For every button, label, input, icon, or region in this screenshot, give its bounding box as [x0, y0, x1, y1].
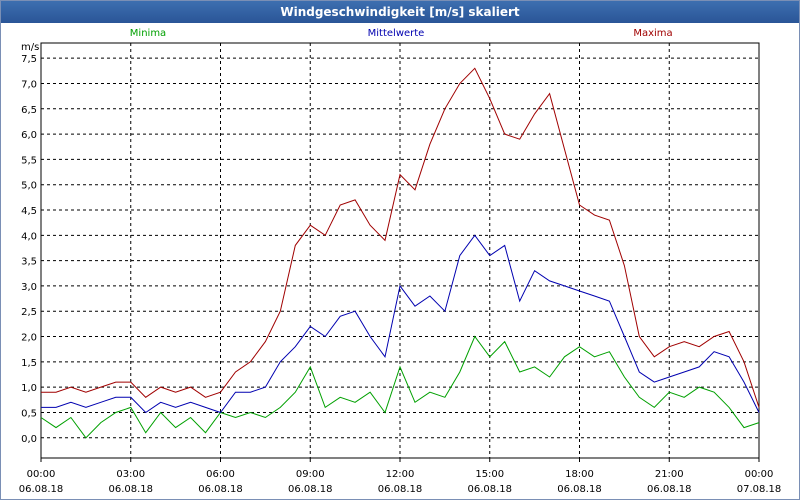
legend-min: Minima: [130, 28, 166, 39]
series-line-max: [41, 67, 760, 408]
series-line-mean: [41, 234, 760, 414]
x-tick-date: 07.08.18: [737, 484, 782, 495]
y-axis-labels: m/s 0,0 0,5 1,0 1,5 2,0 2,5 3,0 3,5 4,0 4,5 5,0 5,5 6…: [21, 42, 39, 445]
y-tick-label: 1,5: [21, 358, 37, 369]
y-tick-label: 2,0: [21, 333, 37, 344]
legend-max: Maxima: [633, 28, 672, 39]
plot-area: [40, 42, 760, 459]
y-tick-label: 5,0: [21, 181, 37, 192]
x-tick-date: 06.08.18: [557, 484, 602, 495]
x-tick-time: 03:00: [116, 469, 145, 480]
y-tick-label: 4,5: [21, 206, 37, 217]
y-tick-label: 7,0: [21, 79, 37, 90]
y-tick-label: 4,0: [21, 231, 37, 242]
x-axis-labels: 00:00 06.08.18 03:00 06.08.18 06:00 06.08.18 0…: [19, 469, 782, 495]
x-tick-time: 00:00: [745, 469, 774, 480]
x-tick-date: 06.08.18: [198, 484, 243, 495]
x-tick-time: 18:00: [565, 469, 594, 480]
y-tick-label: 3,0: [21, 282, 37, 293]
y-tick-label: 3,5: [21, 257, 37, 268]
x-tick-date: 06.08.18: [378, 484, 423, 495]
x-tick-time: 15:00: [475, 469, 504, 480]
x-tick-time: 09:00: [296, 469, 325, 480]
y-tick-label: 6,5: [21, 105, 37, 116]
x-tick-time: 12:00: [386, 469, 415, 480]
y-tick-label: 0,5: [21, 408, 37, 419]
x-tick-time: 00:00: [27, 469, 56, 480]
y-tick-label: 7,5: [21, 54, 37, 65]
y-unit-label: m/s: [21, 42, 39, 53]
legend-mean: Mittelwerte: [368, 28, 425, 39]
gridlines: [40, 43, 760, 462]
x-tick-date: 06.08.18: [19, 484, 64, 495]
y-tick-label: 5,5: [21, 155, 37, 166]
x-tick-time: 06:00: [206, 469, 235, 480]
window-title: Windgeschwindigkeit [m/s] skaliert: [1, 1, 799, 23]
y-tick-label: 6,0: [21, 130, 37, 141]
x-tick-date: 06.08.18: [288, 484, 333, 495]
y-tick-label: 2,5: [21, 307, 37, 318]
x-tick-date: 06.08.18: [647, 484, 692, 495]
y-tick-label: 0,0: [21, 434, 37, 445]
x-tick-date: 06.08.18: [108, 484, 153, 495]
wind-speed-chart: Minima Mittelwerte Maxima m/s 0,0 0,5 1,0 1,5 2…: [19, 28, 782, 495]
x-tick-time: 21:00: [655, 469, 684, 480]
series-line-min: [40, 335, 760, 439]
legend: Minima Mittelwerte Maxima: [130, 28, 673, 39]
y-tick-label: 1,0: [21, 383, 37, 394]
series-lines: [40, 67, 760, 439]
x-tick-date: 06.08.18: [467, 484, 512, 495]
